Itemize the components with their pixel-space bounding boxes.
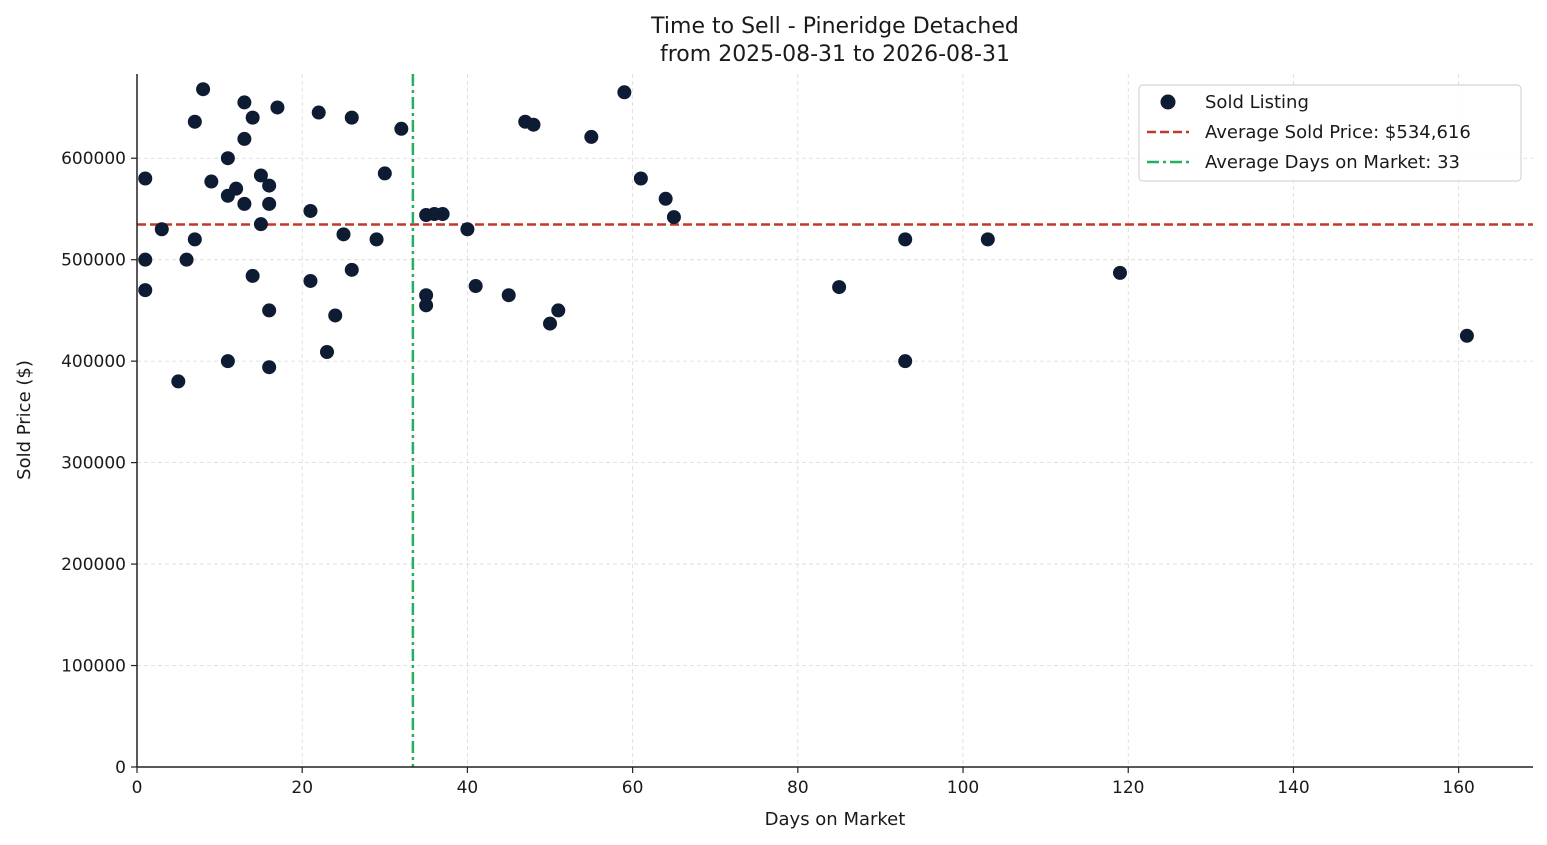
x-tick-label: 20: [291, 778, 313, 798]
data-point: [543, 316, 558, 331]
axes: [131, 74, 1533, 773]
y-tick-label: 500000: [61, 251, 126, 271]
data-point: [245, 268, 260, 283]
data-point: [262, 360, 277, 375]
data-point: [303, 273, 318, 288]
data-point: [179, 252, 194, 267]
data-point: [311, 105, 326, 120]
data-point: [319, 345, 334, 360]
data-point: [237, 95, 252, 110]
data-point: [980, 232, 995, 247]
data-point: [171, 374, 186, 389]
data-point: [138, 252, 153, 267]
data-point: [344, 262, 359, 277]
data-point: [460, 222, 475, 237]
data-point: [526, 117, 541, 132]
legend-marker-sold-listing: [1160, 94, 1176, 110]
chart-subtitle: from 2025-08-31 to 2026-08-31: [660, 42, 1010, 67]
y-axis-label: Sold Price ($): [14, 360, 35, 480]
legend: Sold Listing Average Sold Price: $534,61…: [1138, 84, 1522, 182]
x-tick-label: 0: [132, 778, 143, 798]
data-point: [419, 298, 434, 313]
legend-label-avg-days: Average Days on Market: 33: [1205, 152, 1460, 173]
data-point: [253, 168, 268, 183]
legend-label-sold-listing: Sold Listing: [1205, 92, 1309, 113]
y-tick-label: 300000: [61, 454, 126, 474]
x-tick-label: 160: [1442, 778, 1474, 798]
data-point: [584, 129, 599, 144]
tick-labels: 0 20 40 60 80 100 120 140 160 0 100000 200000 300000…: [61, 149, 1475, 798]
data-point: [328, 308, 343, 323]
data-point: [658, 191, 673, 206]
data-point: [237, 131, 252, 146]
data-point: [187, 114, 202, 129]
data-point: [229, 181, 244, 196]
data-point: [262, 196, 277, 211]
data-point: [1112, 265, 1127, 280]
chart-title: Time to Sell - Pineridge Detached: [650, 14, 1019, 39]
data-point: [154, 222, 169, 237]
x-tick-label: 80: [787, 778, 809, 798]
data-point: [253, 217, 268, 232]
x-tick-label: 120: [1112, 778, 1144, 798]
x-tick-label: 40: [457, 778, 479, 798]
data-point: [898, 232, 913, 247]
data-point: [551, 303, 566, 318]
y-tick-label: 200000: [61, 555, 126, 575]
data-points: [138, 82, 1474, 389]
legend-box: [1138, 84, 1522, 182]
data-point: [138, 171, 153, 186]
data-point: [245, 110, 260, 125]
x-tick-label: 100: [947, 778, 979, 798]
data-point: [270, 100, 285, 115]
data-point: [138, 283, 153, 298]
data-point: [303, 203, 318, 218]
data-point: [377, 166, 392, 181]
x-tick-label: 140: [1277, 778, 1309, 798]
y-tick-label: 400000: [61, 352, 126, 372]
data-point: [633, 171, 648, 186]
data-point: [501, 288, 516, 303]
data-point: [336, 227, 351, 242]
data-point: [237, 196, 252, 211]
data-point: [617, 85, 632, 100]
reference-lines: [137, 74, 1533, 767]
y-tick-label: 100000: [61, 657, 126, 677]
data-point: [220, 354, 235, 369]
x-tick-label: 60: [622, 778, 644, 798]
data-point: [468, 279, 483, 294]
data-point: [666, 210, 681, 225]
data-point: [196, 82, 211, 97]
data-point: [344, 110, 359, 125]
data-point: [220, 151, 235, 166]
data-point: [262, 178, 277, 193]
data-point: [187, 232, 202, 247]
data-point: [204, 174, 219, 189]
data-point: [262, 303, 277, 318]
data-point: [369, 232, 384, 247]
y-tick-label: 0: [115, 758, 126, 778]
data-point: [435, 207, 450, 222]
legend-label-avg-price: Average Sold Price: $534,616: [1205, 122, 1471, 143]
y-tick-label: 600000: [61, 149, 126, 169]
data-point: [898, 354, 913, 369]
data-point: [832, 280, 847, 295]
data-point: [394, 121, 409, 136]
data-point: [419, 288, 434, 303]
data-point: [1459, 328, 1474, 343]
x-axis-label: Days on Market: [765, 809, 906, 830]
